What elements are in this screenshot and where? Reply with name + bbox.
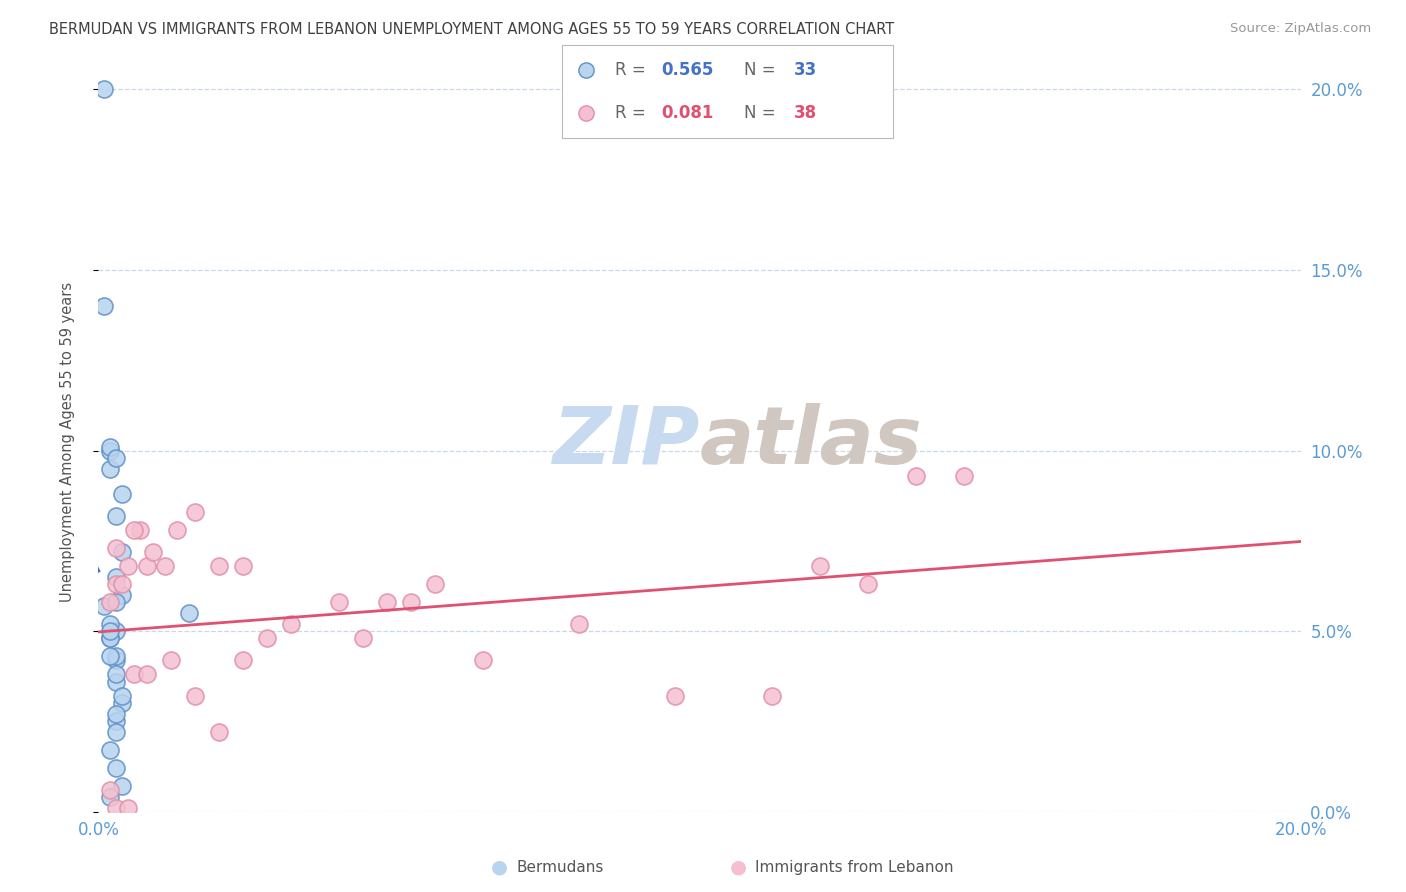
Point bbox=[105, 541, 128, 555]
Point bbox=[232, 653, 254, 667]
Point bbox=[100, 624, 122, 639]
Text: ●: ● bbox=[491, 857, 508, 877]
Point bbox=[124, 523, 146, 537]
Point bbox=[183, 689, 205, 703]
Point bbox=[208, 725, 231, 739]
Text: Bermudans: Bermudans bbox=[516, 860, 603, 874]
Point bbox=[232, 559, 254, 574]
Point bbox=[153, 559, 176, 574]
Point bbox=[328, 595, 350, 609]
Point bbox=[105, 508, 128, 523]
Point bbox=[472, 653, 495, 667]
Point bbox=[105, 707, 128, 722]
Point bbox=[105, 761, 128, 775]
Point bbox=[953, 468, 976, 483]
Point bbox=[105, 725, 128, 739]
Text: N =: N = bbox=[744, 61, 780, 78]
Point bbox=[105, 801, 128, 815]
Point bbox=[904, 468, 927, 483]
Point bbox=[100, 461, 122, 475]
Point bbox=[105, 674, 128, 689]
Point bbox=[808, 559, 831, 574]
Point bbox=[100, 443, 122, 458]
Text: N =: N = bbox=[744, 104, 780, 122]
Point bbox=[141, 544, 163, 558]
Point bbox=[117, 559, 139, 574]
Point bbox=[208, 559, 231, 574]
Point bbox=[664, 689, 686, 703]
Point bbox=[100, 632, 122, 646]
Point bbox=[105, 714, 128, 729]
Point bbox=[159, 653, 181, 667]
Point bbox=[111, 577, 134, 591]
Point bbox=[124, 667, 146, 681]
Point bbox=[117, 801, 139, 815]
Text: atlas: atlas bbox=[700, 402, 922, 481]
Point bbox=[280, 616, 302, 631]
Point bbox=[111, 780, 134, 794]
Point bbox=[100, 649, 122, 664]
Point bbox=[100, 595, 122, 609]
Point bbox=[93, 82, 115, 96]
Point bbox=[399, 595, 422, 609]
Point bbox=[105, 653, 128, 667]
Point bbox=[100, 743, 122, 757]
Point bbox=[568, 616, 591, 631]
Point bbox=[105, 577, 128, 591]
Text: 0.565: 0.565 bbox=[662, 61, 714, 78]
Point bbox=[166, 523, 188, 537]
Point bbox=[761, 689, 783, 703]
Point bbox=[100, 632, 122, 646]
Text: Source: ZipAtlas.com: Source: ZipAtlas.com bbox=[1230, 22, 1371, 36]
Point bbox=[135, 667, 157, 681]
Point bbox=[111, 487, 134, 501]
Point bbox=[93, 599, 115, 613]
Point bbox=[111, 588, 134, 602]
Text: Immigrants from Lebanon: Immigrants from Lebanon bbox=[755, 860, 953, 874]
Text: ZIP: ZIP bbox=[553, 402, 700, 481]
Point bbox=[105, 595, 128, 609]
Point bbox=[111, 544, 134, 558]
Point bbox=[135, 559, 157, 574]
Text: 0.081: 0.081 bbox=[662, 104, 714, 122]
Point bbox=[105, 649, 128, 664]
Point bbox=[100, 440, 122, 454]
Point bbox=[111, 697, 134, 711]
Text: 33: 33 bbox=[793, 61, 817, 78]
Point bbox=[423, 577, 446, 591]
Point bbox=[256, 632, 278, 646]
Point bbox=[93, 299, 115, 313]
Point bbox=[105, 570, 128, 584]
Point bbox=[177, 606, 200, 620]
Point bbox=[856, 577, 879, 591]
Point bbox=[105, 450, 128, 465]
Text: R =: R = bbox=[616, 104, 651, 122]
Point bbox=[100, 790, 122, 805]
Y-axis label: Unemployment Among Ages 55 to 59 years: Unemployment Among Ages 55 to 59 years bbox=[60, 282, 75, 601]
Text: R =: R = bbox=[616, 61, 651, 78]
Point bbox=[100, 616, 122, 631]
Text: BERMUDAN VS IMMIGRANTS FROM LEBANON UNEMPLOYMENT AMONG AGES 55 TO 59 YEARS CORRE: BERMUDAN VS IMMIGRANTS FROM LEBANON UNEM… bbox=[49, 22, 894, 37]
Point bbox=[129, 523, 152, 537]
Point bbox=[352, 632, 374, 646]
Point bbox=[105, 667, 128, 681]
Point bbox=[111, 689, 134, 703]
Point bbox=[105, 624, 128, 639]
Point bbox=[183, 505, 205, 519]
Point bbox=[375, 595, 398, 609]
Text: ●: ● bbox=[730, 857, 747, 877]
Point bbox=[100, 783, 122, 797]
Text: 38: 38 bbox=[793, 104, 817, 122]
